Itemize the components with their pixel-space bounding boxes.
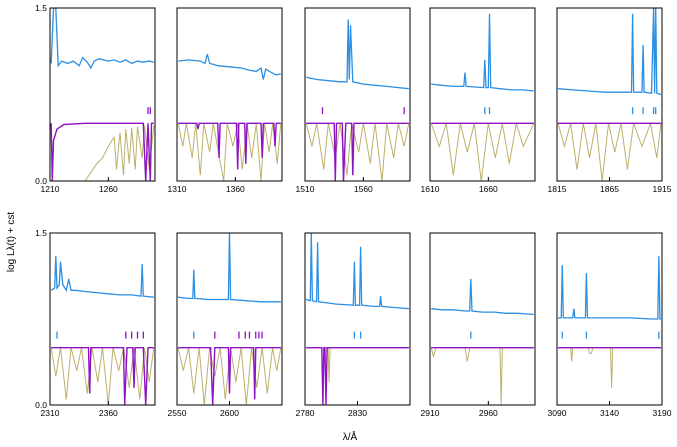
x-tick-label: 1210 xyxy=(41,184,60,194)
x-tick-label: 1360 xyxy=(226,184,245,194)
x-tick-label: 3190 xyxy=(653,408,672,418)
panel-grid: 1210 1260 1.5 0.0 1310 1360 1510 1560 1610 1660 18… xyxy=(35,3,672,418)
panel-body xyxy=(305,233,409,405)
x-tick-label: 2960 xyxy=(479,408,498,418)
stellar-absorption-line xyxy=(50,122,154,181)
chart-panel-1: 1210 1260 1.5 0.0 xyxy=(35,3,156,194)
chart-panel-9: 2910 2960 xyxy=(421,232,536,418)
ism-absorption-line xyxy=(558,347,661,388)
x-axis-label: λ/Å xyxy=(343,430,358,443)
y-axis-label: log Lλ(t) + cst xyxy=(6,212,17,273)
x-tick-label: 2830 xyxy=(348,408,367,418)
panel-frame xyxy=(429,232,536,406)
x-tick-label: 2600 xyxy=(220,408,239,418)
x-tick-label: 1560 xyxy=(354,184,373,194)
panel-frame xyxy=(429,7,536,182)
chart-panel-10: 3090 3140 3190 xyxy=(548,232,672,418)
x-tick-label: 1915 xyxy=(653,184,672,194)
ism-absorption-line xyxy=(305,123,410,181)
x-tick-label: 1610 xyxy=(421,184,440,194)
x-tick-label: 1510 xyxy=(296,184,315,194)
stellar-absorption-line xyxy=(306,122,409,181)
ism-absorption-line xyxy=(50,347,155,405)
x-tick-label: 1815 xyxy=(548,184,567,194)
spectrum-line xyxy=(431,278,534,316)
panel-frame xyxy=(304,232,411,406)
panel-frame xyxy=(49,232,156,406)
spectrum-line xyxy=(305,233,409,310)
panel-frame xyxy=(176,7,283,182)
ism-absorption-line xyxy=(430,347,534,405)
x-tick-label: 2780 xyxy=(296,408,315,418)
stellar-absorption-line xyxy=(178,347,281,405)
spectrum-line xyxy=(557,8,662,96)
x-tick-label: 2360 xyxy=(99,408,118,418)
spectrum-line xyxy=(178,233,281,303)
panel-body xyxy=(305,19,410,181)
panel-body xyxy=(177,53,282,181)
y-tick-label: 1.5 xyxy=(35,3,47,13)
ism-absorption-line xyxy=(177,123,282,181)
chart-panel-6: 2310 2360 1.5 0.0 xyxy=(35,228,156,418)
ism-absorption-line xyxy=(557,121,662,181)
panel-body xyxy=(430,13,535,181)
x-tick-label: 2310 xyxy=(41,408,60,418)
chart-panel-2: 1310 1360 xyxy=(168,7,283,194)
spectrum-line xyxy=(431,13,534,92)
ism-absorption-line xyxy=(84,125,155,181)
panel-body xyxy=(557,8,662,181)
x-tick-label: 3090 xyxy=(548,408,567,418)
stellar-absorption-line xyxy=(51,347,154,405)
spectrum-line xyxy=(306,19,409,90)
chart-panel-4: 1610 1660 xyxy=(421,7,536,194)
y-tick-label: 0.0 xyxy=(35,400,47,410)
panel-frame xyxy=(556,7,663,182)
panel-frame xyxy=(304,7,411,182)
chart-panel-7: 2550 2600 xyxy=(168,232,283,418)
panel-body xyxy=(50,8,155,181)
x-tick-label: 2550 xyxy=(168,408,187,418)
spectrum-line xyxy=(50,8,154,70)
x-tick-label: 1260 xyxy=(99,184,118,194)
x-tick-label: 1865 xyxy=(600,184,619,194)
spectrum-line xyxy=(50,255,154,298)
ism-absorption-line xyxy=(430,123,535,181)
spectrum-line xyxy=(178,53,281,80)
x-tick-label: 3140 xyxy=(600,408,619,418)
panel-body xyxy=(430,278,534,405)
x-tick-label: 1310 xyxy=(168,184,187,194)
chart-panel-3: 1510 1560 xyxy=(296,7,411,194)
y-tick-label: 1.5 xyxy=(35,228,47,238)
panel-body xyxy=(558,255,661,388)
panel-frame xyxy=(49,7,156,182)
stellar-absorption-line xyxy=(178,122,281,170)
panel-body xyxy=(50,255,155,405)
x-tick-label: 1660 xyxy=(479,184,498,194)
x-tick-label: 2910 xyxy=(421,408,440,418)
chart-panel-5: 1815 1865 1915 xyxy=(548,7,672,194)
stellar-absorption-line xyxy=(306,347,409,405)
y-tick-label: 0.0 xyxy=(35,176,47,186)
spectrum-line xyxy=(558,255,661,320)
chart-panel-8: 2780 2830 xyxy=(296,232,411,418)
panel-body xyxy=(177,233,282,405)
